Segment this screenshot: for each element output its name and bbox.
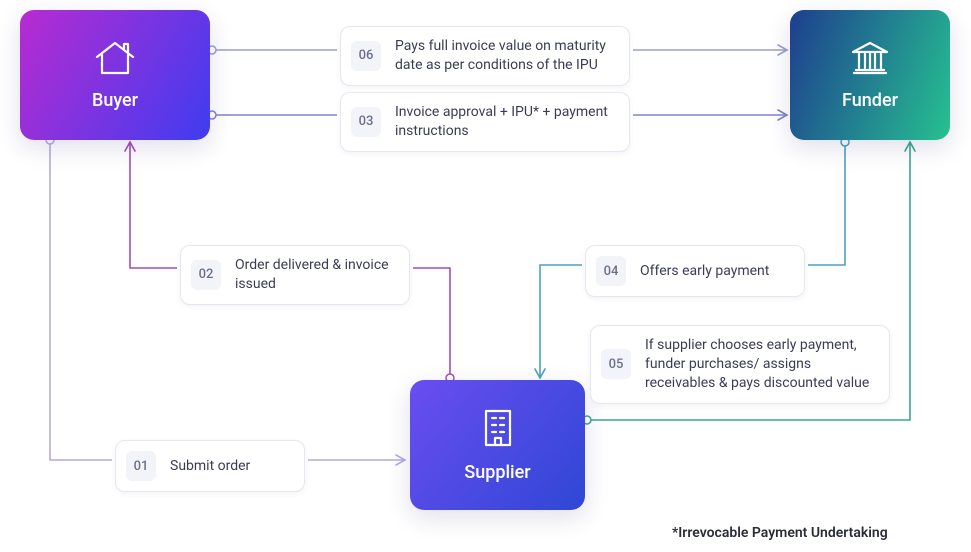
step-06-num: 06 xyxy=(351,41,381,71)
step-02: 02 Order delivered & invoice issued xyxy=(180,245,410,305)
edge-e5-arrow xyxy=(905,142,915,151)
house-icon xyxy=(94,40,136,80)
step-05-num: 05 xyxy=(601,349,631,379)
node-supplier: Supplier xyxy=(410,380,585,510)
step-02-text: Order delivered & invoice issued xyxy=(235,256,393,294)
edge-e3-arrow xyxy=(778,110,787,120)
edge-e6-arrow xyxy=(778,45,787,55)
node-supplier-label: Supplier xyxy=(464,462,530,483)
step-04-num: 04 xyxy=(596,256,626,286)
step-01-num: 01 xyxy=(126,451,156,481)
step-04: 04 Offers early payment xyxy=(585,245,805,297)
step-01: 01 Submit order xyxy=(115,440,305,492)
node-buyer-label: Buyer xyxy=(92,90,138,111)
diagram-canvas: Buyer Funder Supplier 01 xyxy=(0,0,971,552)
step-05: 05 If supplier chooses early payment, fu… xyxy=(590,325,890,404)
step-04-text: Offers early payment xyxy=(640,262,769,281)
step-06: 06 Pays full invoice value on maturity d… xyxy=(340,26,630,86)
step-05-text: If supplier chooses early payment, funde… xyxy=(645,336,873,393)
step-06-text: Pays full invoice value on maturity date… xyxy=(395,37,613,75)
step-03: 03 Invoice approval + IPU* + payment ins… xyxy=(340,92,630,152)
bank-icon xyxy=(849,40,891,80)
building-icon xyxy=(481,408,515,452)
step-01-text: Submit order xyxy=(170,457,250,476)
step-02-num: 02 xyxy=(191,260,221,290)
step-03-text: Invoice approval + IPU* + payment instru… xyxy=(395,103,613,141)
footnote: *Irrevocable Payment Undertaking xyxy=(672,525,888,541)
edge-e1-arrow xyxy=(396,455,405,465)
edge-e2-arrow xyxy=(125,142,135,151)
node-funder-label: Funder xyxy=(842,90,898,111)
step-03-num: 03 xyxy=(351,107,381,137)
node-funder: Funder xyxy=(790,10,950,140)
node-buyer: Buyer xyxy=(20,10,210,140)
edge-e4-arrow xyxy=(535,369,545,378)
